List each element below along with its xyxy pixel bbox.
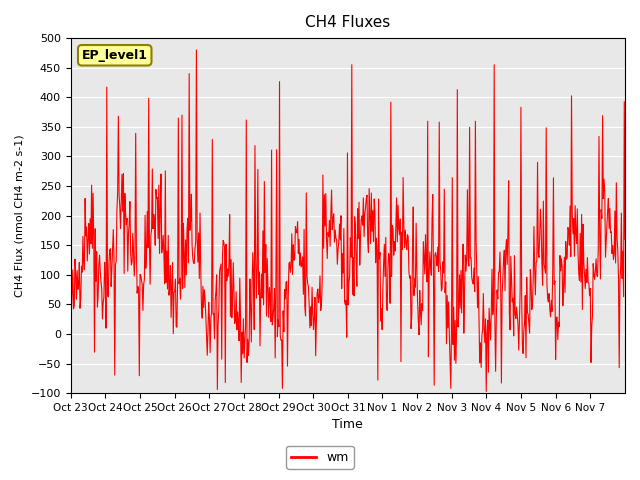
X-axis label: Time: Time: [332, 419, 364, 432]
Text: EP_level1: EP_level1: [82, 49, 148, 62]
Legend: wm: wm: [286, 446, 354, 469]
Y-axis label: CH4 Flux (nmol CH4 m-2 s-1): CH4 Flux (nmol CH4 m-2 s-1): [15, 134, 25, 297]
Title: CH4 Fluxes: CH4 Fluxes: [305, 15, 390, 30]
